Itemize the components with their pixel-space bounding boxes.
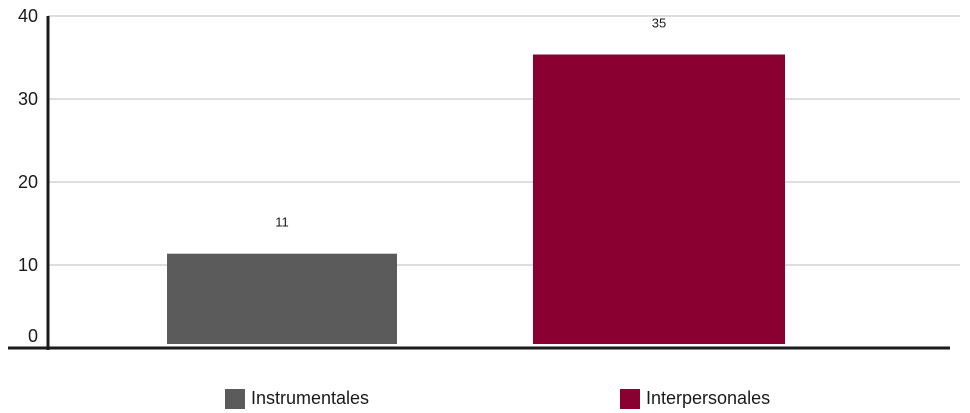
legend-label-interpersonales: Interpersonales <box>646 388 771 408</box>
data-label-instrumentales: 11 <box>275 215 289 230</box>
y-tick-label-10: 10 <box>18 255 38 275</box>
legend-item-interpersonales: Interpersonales <box>620 388 770 409</box>
legend-swatch-interpersonales <box>620 388 640 409</box>
legend-item-instrumentales: Instrumentales <box>225 388 369 409</box>
legend-label-instrumentales: Instrumentales <box>251 388 370 408</box>
legend-swatch-instrumentales <box>225 388 245 409</box>
bar-instrumentales <box>167 253 397 344</box>
bars <box>167 54 785 344</box>
y-tick-label-30: 30 <box>18 89 38 109</box>
y-tick-label-40: 40 <box>18 6 38 26</box>
data-labels: 11 35 <box>275 16 666 230</box>
bar-interpersonales <box>533 54 785 344</box>
y-tick-labels: 0 10 20 30 40 <box>18 6 38 346</box>
y-tick-label-20: 20 <box>18 172 38 192</box>
gridlines <box>48 15 960 266</box>
data-label-interpersonales: 35 <box>652 16 666 31</box>
axes <box>8 16 950 350</box>
y-tick-label-0: 0 <box>28 326 38 346</box>
